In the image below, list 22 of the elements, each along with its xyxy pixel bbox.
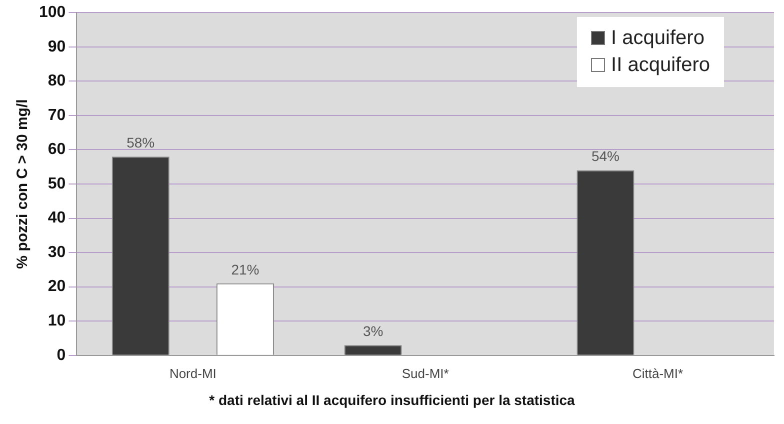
y-tick-label: 100 (38, 4, 66, 22)
y-tick-label: 10 (48, 312, 66, 330)
y-axis-title: % pozzi con C > 30 mg/l (14, 99, 32, 269)
y-tick-label: 50 (48, 175, 66, 192)
text: * dati relativi al II acquifero insufficienti per la statistica (208, 392, 576, 408)
legend-label: I acquifero (611, 26, 704, 50)
y-tick-label: 60 (48, 141, 66, 158)
data-label: 54% (591, 148, 620, 164)
x-tick-label: Sud-MI* (402, 366, 449, 381)
y-tick-label: 90 (48, 38, 66, 56)
y-tick-label: 40 (48, 210, 66, 227)
y-tick-label: 80 (48, 72, 66, 90)
data-label: 3% (362, 322, 384, 339)
data-label: 21% (231, 261, 260, 278)
legend-label: II acquifero (611, 54, 710, 77)
y-tick-label: 20 (48, 278, 66, 296)
y-tick-label: 70 (48, 106, 66, 124)
data-label: 58% (126, 134, 155, 150)
x-tick-label: Nord-MI (169, 366, 216, 381)
y-tick-label: 30 (48, 244, 66, 261)
y-tick-label: 0 (56, 346, 66, 364)
x-tick-label: Città-MI* (632, 366, 684, 381)
